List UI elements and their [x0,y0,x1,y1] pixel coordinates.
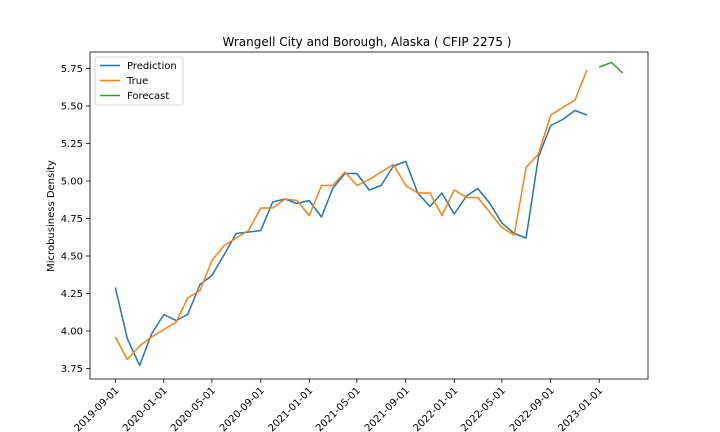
y-tick-label: 5.50 [61,102,83,113]
legend-label-prediction: Prediction [127,61,177,72]
y-tick-label: 4.50 [61,252,83,263]
y-tick-label: 3.75 [61,364,83,375]
legend: Prediction True Forecast [94,56,184,106]
legend-label-true: True [126,76,148,87]
legend-box [94,56,184,106]
y-axis-label: Microbusiness Density [46,160,57,272]
y-tick-label: 4.75 [61,214,83,225]
y-tick-label: 5.25 [61,139,83,150]
y-tick-label: 4.00 [61,327,83,338]
series-line-forecast [598,61,624,74]
y-tick-label: 5.00 [61,177,83,188]
plot-frame [89,51,649,380]
legend-label-forecast: Forecast [127,91,169,102]
y-tick-label: 4.25 [61,289,83,300]
chart-title: Wrangell City and Borough, Alaska ( CFIP… [223,35,512,49]
series-line-prediction [114,109,588,367]
series-line-true [114,69,588,361]
plot-area [114,61,624,367]
y-tick-label: 5.75 [61,64,83,75]
